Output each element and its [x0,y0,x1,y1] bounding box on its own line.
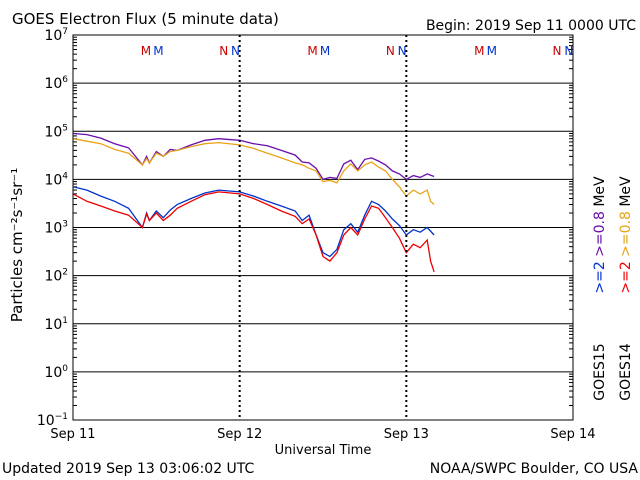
credit-label: NOAA/SWPC Boulder, CO USA [430,461,639,477]
series-line-2 [72,186,435,258]
x-tick-labels: Sep 11 Sep 12 Sep 13 Sep 14 [50,427,595,442]
y-tick-label: 103 [44,220,68,237]
plot-frame [72,34,574,421]
satellite-marker: M [474,44,484,58]
satellite-marker: M [320,44,330,58]
satellite-marker: N [553,44,562,58]
series-line-1 [72,138,435,205]
grid [73,36,573,407]
satellite-marker: N [564,44,573,58]
x-tick-label: Sep 11 [50,427,95,442]
y-tick-label: 100 [44,364,68,381]
satellite-marker: M [487,44,497,58]
satellite-marker: N [386,44,395,58]
series-line-0 [72,132,435,181]
legend-satellite: GOES14 [618,343,634,401]
satellite-marker: M [141,44,151,58]
satellite-marker: M [153,44,163,58]
legend: GOES15 >=2 >=0.8 MeV GOES14 >=2 >=0.8 MeV [592,176,634,401]
x-tick-label: Sep 12 [217,427,262,442]
y-tick-label: 106 [44,75,68,92]
y-axis-label: Particles cm⁻²s⁻¹sr⁻¹ [8,168,26,322]
satellite-marker: N [219,44,228,58]
satellite-marker: N [398,44,407,58]
y-tick-label: 102 [44,268,68,285]
day-separators [238,35,408,420]
begin-label: Begin: 2019 Sep 11 0000 UTC [426,18,636,34]
series-layer [72,132,435,273]
x-tick-label: Sep 14 [550,427,595,442]
y-tick-labels: 107 106 105 104 103 102 101 100 10−1 [37,27,68,429]
legend-satellite: GOES15 [592,343,608,400]
satellite-marker: N [231,44,240,58]
x-tick-label: Sep 13 [384,427,429,442]
legend-entries: >=2 >=0.8 MeV [618,176,634,294]
x-axis-label: Universal Time [275,443,372,458]
y-tick-label: 107 [44,27,68,44]
updated-label: Updated 2019 Sep 13 03:06:02 UTC [2,461,255,477]
chart-title: GOES Electron Flux (5 minute data) [12,10,279,28]
satellite-marker: M [307,44,317,58]
y-tick-label: 101 [44,316,68,333]
y-tick-label: 104 [44,171,68,188]
legend-entries: >=2 >=0.8 MeV [592,176,608,294]
series-line-3 [72,191,435,273]
y-tick-label: 10−1 [37,412,68,429]
y-tick-label: 105 [44,123,68,140]
